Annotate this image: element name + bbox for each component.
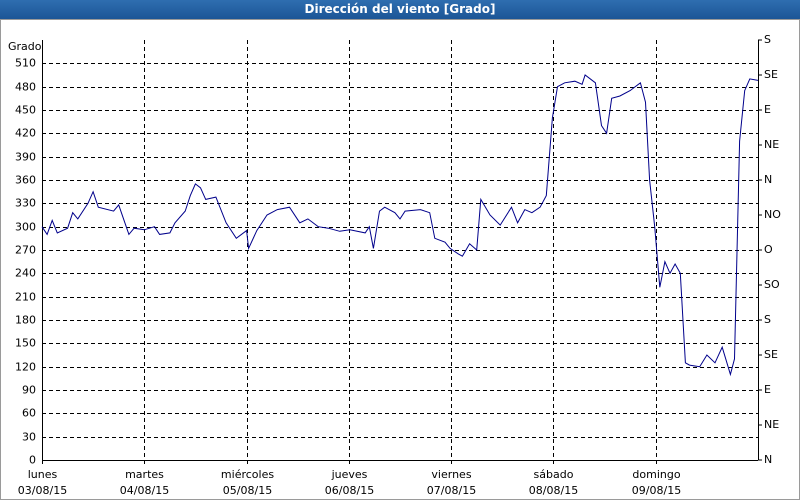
- x-tick-date: 09/08/15: [632, 484, 681, 497]
- y2-tick-label: NE: [764, 418, 779, 431]
- y-tick-label: 120: [15, 361, 36, 374]
- y2-tick-label: S: [764, 33, 771, 46]
- wind-direction-line: [41, 74, 759, 377]
- y2-tick-label: E: [764, 383, 771, 396]
- y-tick-label: 420: [15, 127, 36, 140]
- x-tick-label: martes: [125, 468, 164, 481]
- x-tick-date: 06/08/15: [325, 484, 374, 497]
- y-tick-label: 300: [15, 221, 36, 234]
- y-tick-label: 330: [15, 197, 36, 210]
- y-tick-label: 150: [15, 337, 36, 350]
- y-tick-label: 180: [15, 314, 36, 327]
- x-tick-label: jueves: [331, 468, 368, 481]
- y-tick-label: 0: [29, 454, 36, 467]
- x-tick-label: viernes: [431, 468, 471, 481]
- y2-tick-label: N: [764, 453, 772, 466]
- y2-tick-label: O: [764, 243, 773, 256]
- y2-tick-label: SE: [764, 68, 778, 81]
- y-tick-label: 60: [22, 407, 36, 420]
- y-tick-label: 390: [15, 151, 36, 164]
- y-tick-label: 30: [22, 431, 36, 444]
- x-tick-date: 05/08/15: [223, 484, 272, 497]
- y-tick-label: 510: [15, 57, 36, 70]
- y2-tick-label: NE: [764, 138, 779, 151]
- y2-tick-label: N: [764, 173, 772, 186]
- y-tick-label: 90: [22, 384, 36, 397]
- y2-tick-label: SE: [764, 348, 778, 361]
- frame: [0, 19, 800, 500]
- x-tick-label: domingo: [632, 468, 680, 481]
- x-tick-label: lunes: [28, 468, 58, 481]
- y-tick-label: 450: [15, 104, 36, 117]
- x-tick-date: 07/08/15: [427, 484, 476, 497]
- x-tick-date: 04/08/15: [120, 484, 169, 497]
- y2-tick-label: E: [764, 103, 771, 116]
- y-tick-label: 210: [15, 291, 36, 304]
- x-tick-label: miércoles: [221, 468, 274, 481]
- y2-tick-label: S: [764, 313, 771, 326]
- y-tick-label: 480: [15, 81, 36, 94]
- y-tick-label: 240: [15, 267, 36, 280]
- window-title: Dirección del viento [Grado]: [0, 0, 800, 19]
- x-tick-date: 03/08/15: [18, 484, 67, 497]
- y2-tick-label: NO: [764, 208, 781, 221]
- y-tick-label: 270: [15, 244, 36, 257]
- y-tick-label: 360: [15, 174, 36, 187]
- x-tick-date: 08/08/15: [529, 484, 578, 497]
- y2-tick-label: SO: [764, 278, 780, 291]
- x-tick-label: sábado: [534, 468, 574, 481]
- y-axis-label: Grado: [8, 40, 42, 53]
